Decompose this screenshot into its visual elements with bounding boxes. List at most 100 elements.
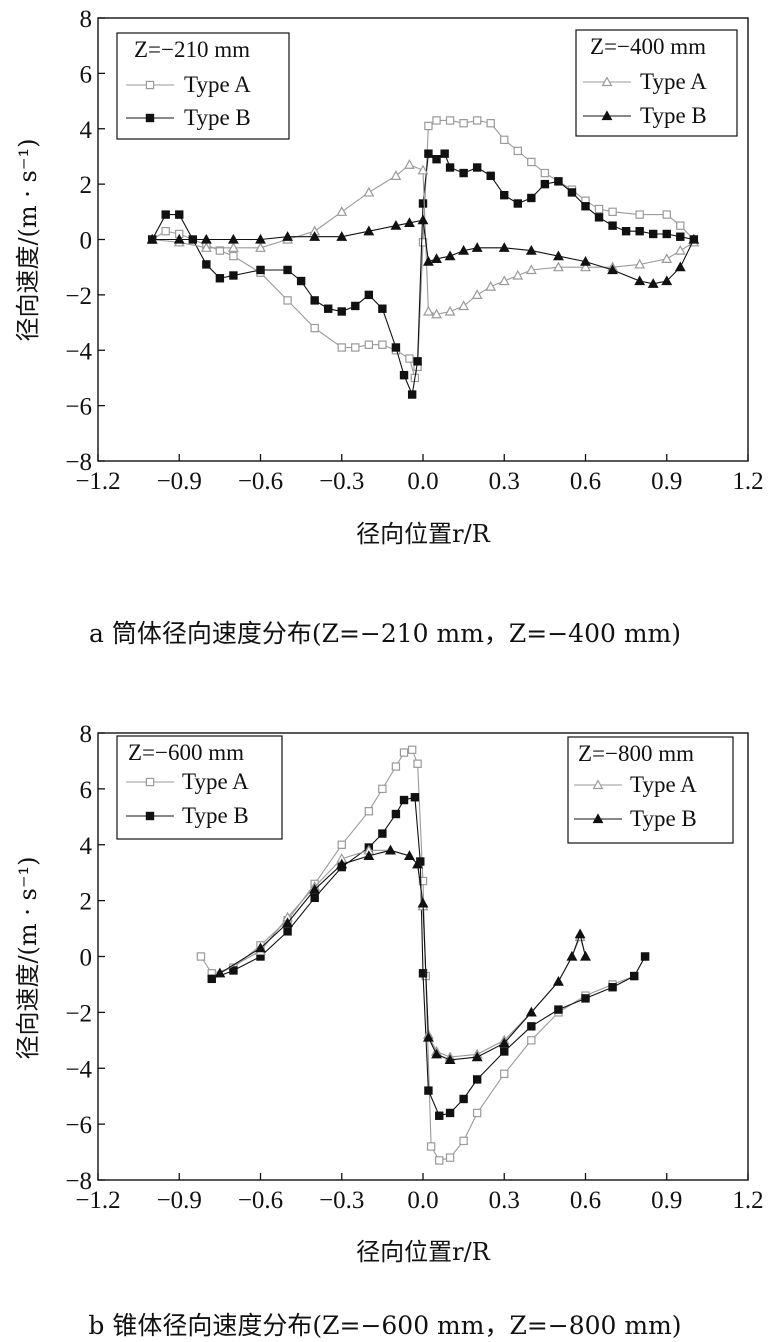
data-point-b-type-b-right	[417, 897, 429, 908]
data-point-a-type-b-left	[554, 177, 563, 186]
data-point-b-type-b-left	[424, 1086, 433, 1095]
data-point-a-type-b-right	[647, 278, 659, 288]
data-point-b-type-b-left	[310, 893, 319, 903]
data-point-a-type-b-left	[407, 390, 417, 399]
x-tick-label-a: 1.2	[732, 468, 763, 495]
y-tick-label-b: −6	[65, 1112, 92, 1139]
y-tick-label-a: 0	[80, 228, 93, 255]
data-point-a-type-b-left	[351, 301, 360, 311]
data-point-a-type-a-left	[500, 135, 509, 145]
data-point-b-type-b-right	[336, 858, 348, 869]
y-tick-label-b: 8	[80, 721, 93, 748]
legend-title-left-b: Z=−600 mm	[128, 740, 244, 765]
data-point-b-type-b-right	[552, 976, 564, 986]
legend-title-right-b: Z=−800 mm	[578, 741, 694, 766]
data-point-a-type-a-left	[378, 340, 387, 349]
data-point-a-type-b-right	[282, 231, 294, 241]
x-tick-label-b: −0.9	[157, 1187, 202, 1214]
data-point-a-type-b-left	[472, 163, 482, 172]
data-point-a-type-a-right	[255, 242, 266, 252]
data-point-a-type-b-left	[432, 155, 441, 164]
data-point-b-type-b-left	[445, 1108, 455, 1118]
data-point-b-type-a-left	[378, 784, 387, 794]
data-point-b-type-b-right	[525, 1006, 537, 1017]
data-point-b-type-b-left	[435, 1111, 444, 1120]
data-point-a-type-a-left	[310, 323, 319, 333]
x-ticks-a: −1.2 −0.9 −0.6 −0.3 0.0 0.3 0.6 0.9 1.2	[75, 454, 764, 495]
data-point-a-type-b-right	[363, 225, 375, 236]
legend-left-b: Z=−600 mm Type A Type B	[116, 735, 283, 840]
x-tick-label-b: −0.6	[238, 1187, 283, 1214]
data-point-a-type-b-right	[336, 231, 348, 241]
legend-entry-b-a: Type A	[182, 769, 249, 794]
data-point-b-type-b-right	[309, 883, 321, 894]
y-tick-label-b: −8	[65, 1168, 92, 1195]
data-point-a-type-a-left	[486, 119, 495, 128]
data-point-a-type-b-left	[486, 171, 495, 181]
chart-panel-b: 8 6 4 2 0 −2 −4 −6 −8 −1.2 −0.9 −0.6 −0.3 0.0 0.3 0.6 0…	[14, 721, 764, 1266]
legend-marker	[592, 779, 604, 790]
data-point-a-type-b-right	[458, 244, 470, 255]
data-point-b-type-b-right	[431, 1048, 442, 1059]
data-point-a-type-b-left	[364, 290, 374, 300]
data-point-a-type-a-left	[459, 119, 468, 128]
y-tick-label-a: 8	[80, 6, 93, 33]
legend-marker	[145, 80, 155, 90]
data-point-a-type-b-right	[688, 233, 700, 244]
y-tick-label-a: −4	[65, 338, 92, 365]
data-point-a-type-a-left	[432, 116, 441, 125]
legend-left-a: Z=−210 mm Type A Type B	[116, 32, 290, 140]
data-point-a-type-b-right	[674, 261, 686, 272]
legend-title-left-a: Z=−210 mm	[134, 37, 250, 62]
data-point-a-type-a-right	[512, 269, 524, 280]
data-point-a-type-b-right	[255, 233, 266, 244]
data-point-a-type-b-left	[310, 296, 319, 305]
data-point-a-type-b-left	[594, 213, 604, 222]
data-point-b-type-b-right	[214, 967, 226, 978]
data-point-b-type-a-left	[407, 745, 417, 754]
data-point-b-type-b-left	[229, 966, 238, 975]
x-axis-label-b: 径向位置r/R	[356, 1238, 491, 1266]
legend-symbol-b-c	[574, 779, 622, 790]
data-point-a-type-a-left	[405, 354, 414, 363]
y-tick-label-a: 4	[80, 117, 93, 144]
series-line-b-type-b-right	[219, 849, 587, 1061]
legend-entry-a-b: Type B	[184, 105, 251, 130]
data-point-b-type-b-right	[574, 928, 586, 939]
data-point-a-type-b-left	[215, 274, 225, 283]
data-point-b-type-a-left	[500, 1069, 509, 1079]
data-point-b-type-b-left	[207, 974, 216, 984]
data-point-a-type-b-right	[580, 256, 591, 266]
data-point-a-type-b-left	[527, 193, 536, 203]
legend-symbol-b-a	[126, 777, 174, 787]
data-point-a-type-b-right	[422, 256, 434, 266]
y-axis-label-a: 径向速度/(m · s⁻¹)	[14, 138, 42, 341]
data-point-b-type-b-right	[412, 858, 424, 869]
data-point-b-type-b-left	[581, 994, 590, 1003]
data-point-b-type-b-right	[566, 950, 578, 961]
data-point-a-type-b-left	[161, 210, 170, 219]
data-point-a-type-b-right	[200, 233, 212, 244]
series-line-a-type-a-right	[152, 164, 695, 315]
data-point-a-type-b-right	[607, 264, 619, 275]
data-point-a-type-b-left	[413, 357, 422, 366]
legend-box-left-b	[116, 735, 283, 840]
data-point-a-type-b-right	[431, 253, 442, 264]
data-point-b-type-b-left	[378, 829, 387, 838]
data-point-b-type-a-left	[399, 748, 409, 757]
legend-entry-b-b: Type B	[182, 803, 249, 828]
data-point-a-type-a-left	[351, 343, 360, 352]
data-point-b-type-b-left	[459, 1094, 468, 1104]
data-point-b-type-b-left	[554, 1005, 563, 1014]
data-point-a-type-b-left	[391, 343, 401, 352]
legend-marker	[592, 813, 604, 824]
data-point-a-type-a-left	[472, 116, 482, 125]
data-point-b-type-b-right	[498, 1037, 510, 1048]
data-point-b-type-b-left	[608, 983, 617, 992]
data-point-a-type-a-left	[594, 204, 604, 214]
legend-entry-b-d: Type B	[630, 806, 697, 831]
data-point-b-type-b-left	[391, 809, 401, 819]
data-point-b-type-a-left	[413, 759, 422, 768]
data-point-b-type-a-left	[391, 762, 401, 771]
data-point-a-type-a-right	[634, 258, 646, 269]
